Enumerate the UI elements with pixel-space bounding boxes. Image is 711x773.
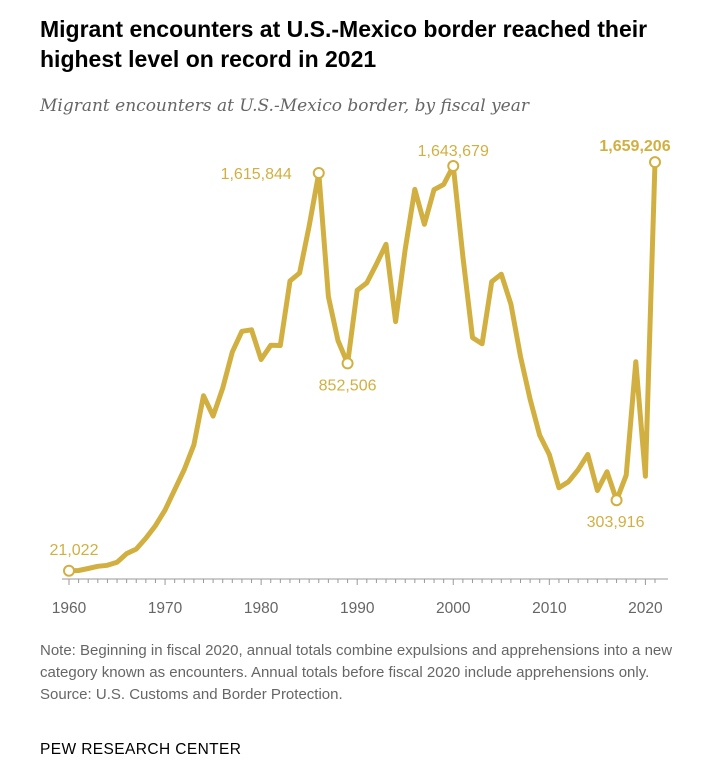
data-point-marker <box>341 357 354 370</box>
x-tick-label: 2010 <box>532 600 567 617</box>
data-point-marker <box>63 564 75 577</box>
data-label: 1,643,679 <box>418 143 489 160</box>
data-point-marker <box>649 156 661 169</box>
source-text: Source: U.S. Customs and Border Protecti… <box>40 686 343 703</box>
series-line <box>66 159 658 574</box>
chart-title: Migrant encounters at U.S.-Mexico border… <box>40 16 648 72</box>
x-tick-label: 1960 <box>52 600 87 617</box>
data-label: 1,615,844 <box>221 166 292 183</box>
line-chart: 1960 1970 1980 1990 2000 2010 2020 21,022 1,615,… <box>50 138 671 617</box>
x-tick-label: 2020 <box>628 600 663 617</box>
brand-logo-text: PEW RESEARCH CENTER <box>40 741 242 758</box>
chart-notes: Note: Beginning in fiscal 2020, annual t… <box>40 640 690 706</box>
x-tick-label: 2000 <box>436 600 471 617</box>
data-point-marker <box>610 494 623 507</box>
data-label: 21,022 <box>50 542 99 559</box>
x-tick-label: 1980 <box>244 600 279 617</box>
chart-subtitle: Migrant encounters at U.S.-Mexico border… <box>40 96 529 116</box>
data-label: 303,916 <box>587 514 645 531</box>
x-tick-label: 1970 <box>148 600 183 617</box>
x-tick-label: 1990 <box>340 600 375 617</box>
data-label: 852,506 <box>319 377 377 394</box>
data-point-marker <box>447 160 460 173</box>
note-text: Note: Beginning in fiscal 2020, annual t… <box>40 642 673 681</box>
data-label: 1,659,206 <box>599 138 670 155</box>
data-point-marker <box>312 166 325 179</box>
